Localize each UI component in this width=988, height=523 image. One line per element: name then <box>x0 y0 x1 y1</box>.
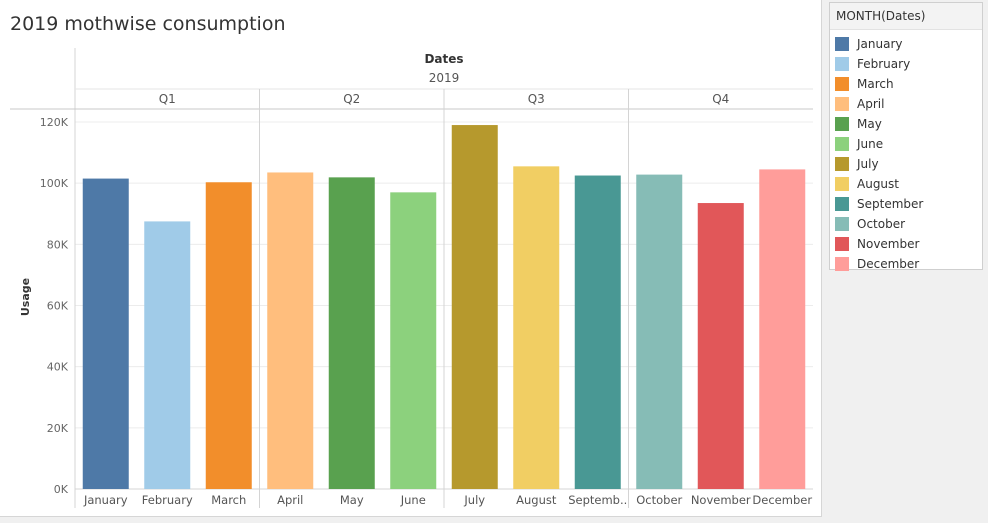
chart-title: 2019 mothwise consumption <box>10 13 286 35</box>
legend-swatch <box>835 77 849 91</box>
legend-label: September <box>857 197 924 211</box>
chart-frame <box>10 48 813 508</box>
x-tick-label: November <box>691 493 751 507</box>
legend-swatch <box>835 57 849 71</box>
quarter-header: Q2 <box>343 92 360 106</box>
y-tick-label: 120K <box>40 116 69 129</box>
legend-label: June <box>857 137 884 151</box>
legend-title: MONTH(Dates) <box>830 3 982 30</box>
bar-december[interactable] <box>759 169 806 489</box>
legend-label: October <box>857 217 906 231</box>
legend-item[interactable]: June <box>830 134 982 154</box>
color-legend[interactable]: MONTH(Dates) January February March April Ma… <box>829 2 983 271</box>
x-tick-label: March <box>211 493 246 507</box>
legend-item[interactable]: May <box>830 114 982 134</box>
quarter-header: Q3 <box>528 92 545 106</box>
bar-september[interactable] <box>574 175 621 490</box>
legend-swatch <box>835 237 849 251</box>
y-tick-label: 40K <box>47 361 69 374</box>
legend-swatch <box>835 177 849 191</box>
chart-panel: 2019 mothwise consumption Dates 2019 Q1 Q2 Q… <box>0 0 822 517</box>
legend-label: December <box>857 257 920 271</box>
dates-header: Dates <box>424 52 463 66</box>
y-tick-label: 60K <box>47 300 69 313</box>
legend-label: May <box>857 117 882 131</box>
y-tick-label: 80K <box>47 238 69 251</box>
x-tick-label: July <box>463 493 485 507</box>
legend-label: April <box>857 97 885 111</box>
bar-june[interactable] <box>390 192 437 489</box>
bar-october[interactable] <box>636 174 683 489</box>
legend-item[interactable]: March <box>830 74 982 94</box>
legend-label: August <box>857 177 899 191</box>
y-axis-label: Usage <box>19 278 32 316</box>
legend-swatch <box>835 117 849 131</box>
bar-july[interactable] <box>451 125 498 489</box>
legend-label: July <box>857 157 879 171</box>
x-tick-label: May <box>340 493 364 507</box>
legend-item[interactable]: September <box>830 194 982 214</box>
bar-august[interactable] <box>513 166 560 490</box>
legend-swatch <box>835 157 849 171</box>
y-tick-label: 0K <box>54 483 69 496</box>
legend-item[interactable]: November <box>830 234 982 254</box>
legend-label: January <box>857 37 903 51</box>
bar-november[interactable] <box>697 203 744 489</box>
x-tick-label: December <box>752 493 812 507</box>
bar-may[interactable] <box>328 177 375 489</box>
x-tick-label: January <box>83 493 128 507</box>
x-tick-label: June <box>400 493 426 507</box>
legend-item[interactable]: July <box>830 154 982 174</box>
legend-item[interactable]: December <box>830 254 982 274</box>
quarter-header: Q1 <box>159 92 176 106</box>
bar-chart[interactable]: Dates 2019 Q1 Q2 Q3 Q4 0K 20K 40K 60K 80K 100K 120K U… <box>0 0 822 517</box>
legend-item[interactable]: February <box>830 54 982 74</box>
chart-labels: Dates 2019 Q1 Q2 Q3 Q4 0K 20K 40K 60K 80K 100K 120K U… <box>19 52 812 507</box>
legend-swatch <box>835 37 849 51</box>
legend-swatch <box>835 217 849 231</box>
x-tick-label: February <box>142 493 193 507</box>
bar-february[interactable] <box>144 221 191 490</box>
legend-label: November <box>857 237 920 251</box>
legend-item[interactable]: January <box>830 34 982 54</box>
x-tick-label: August <box>516 493 557 507</box>
legend-item[interactable]: April <box>830 94 982 114</box>
legend-swatch <box>835 97 849 111</box>
legend-swatch <box>835 137 849 151</box>
legend-item[interactable]: August <box>830 174 982 194</box>
legend-swatch <box>835 197 849 211</box>
bar-january[interactable] <box>82 178 129 489</box>
legend-list: January February March April May June July Augu… <box>830 34 982 274</box>
x-tick-label: October <box>636 493 682 507</box>
legend-item[interactable]: October <box>830 214 982 234</box>
bars[interactable] <box>82 125 806 490</box>
x-tick-label: Septemb.. <box>568 493 627 507</box>
legend-swatch <box>835 257 849 271</box>
y-tick-label: 20K <box>47 422 69 435</box>
quarter-header: Q4 <box>712 92 729 106</box>
y-tick-label: 100K <box>40 177 69 190</box>
legend-label: February <box>857 57 911 71</box>
bar-march[interactable] <box>205 182 252 490</box>
bar-april[interactable] <box>267 172 314 489</box>
x-tick-label: April <box>277 493 303 507</box>
legend-label: March <box>857 77 894 91</box>
year-header: 2019 <box>429 71 460 85</box>
